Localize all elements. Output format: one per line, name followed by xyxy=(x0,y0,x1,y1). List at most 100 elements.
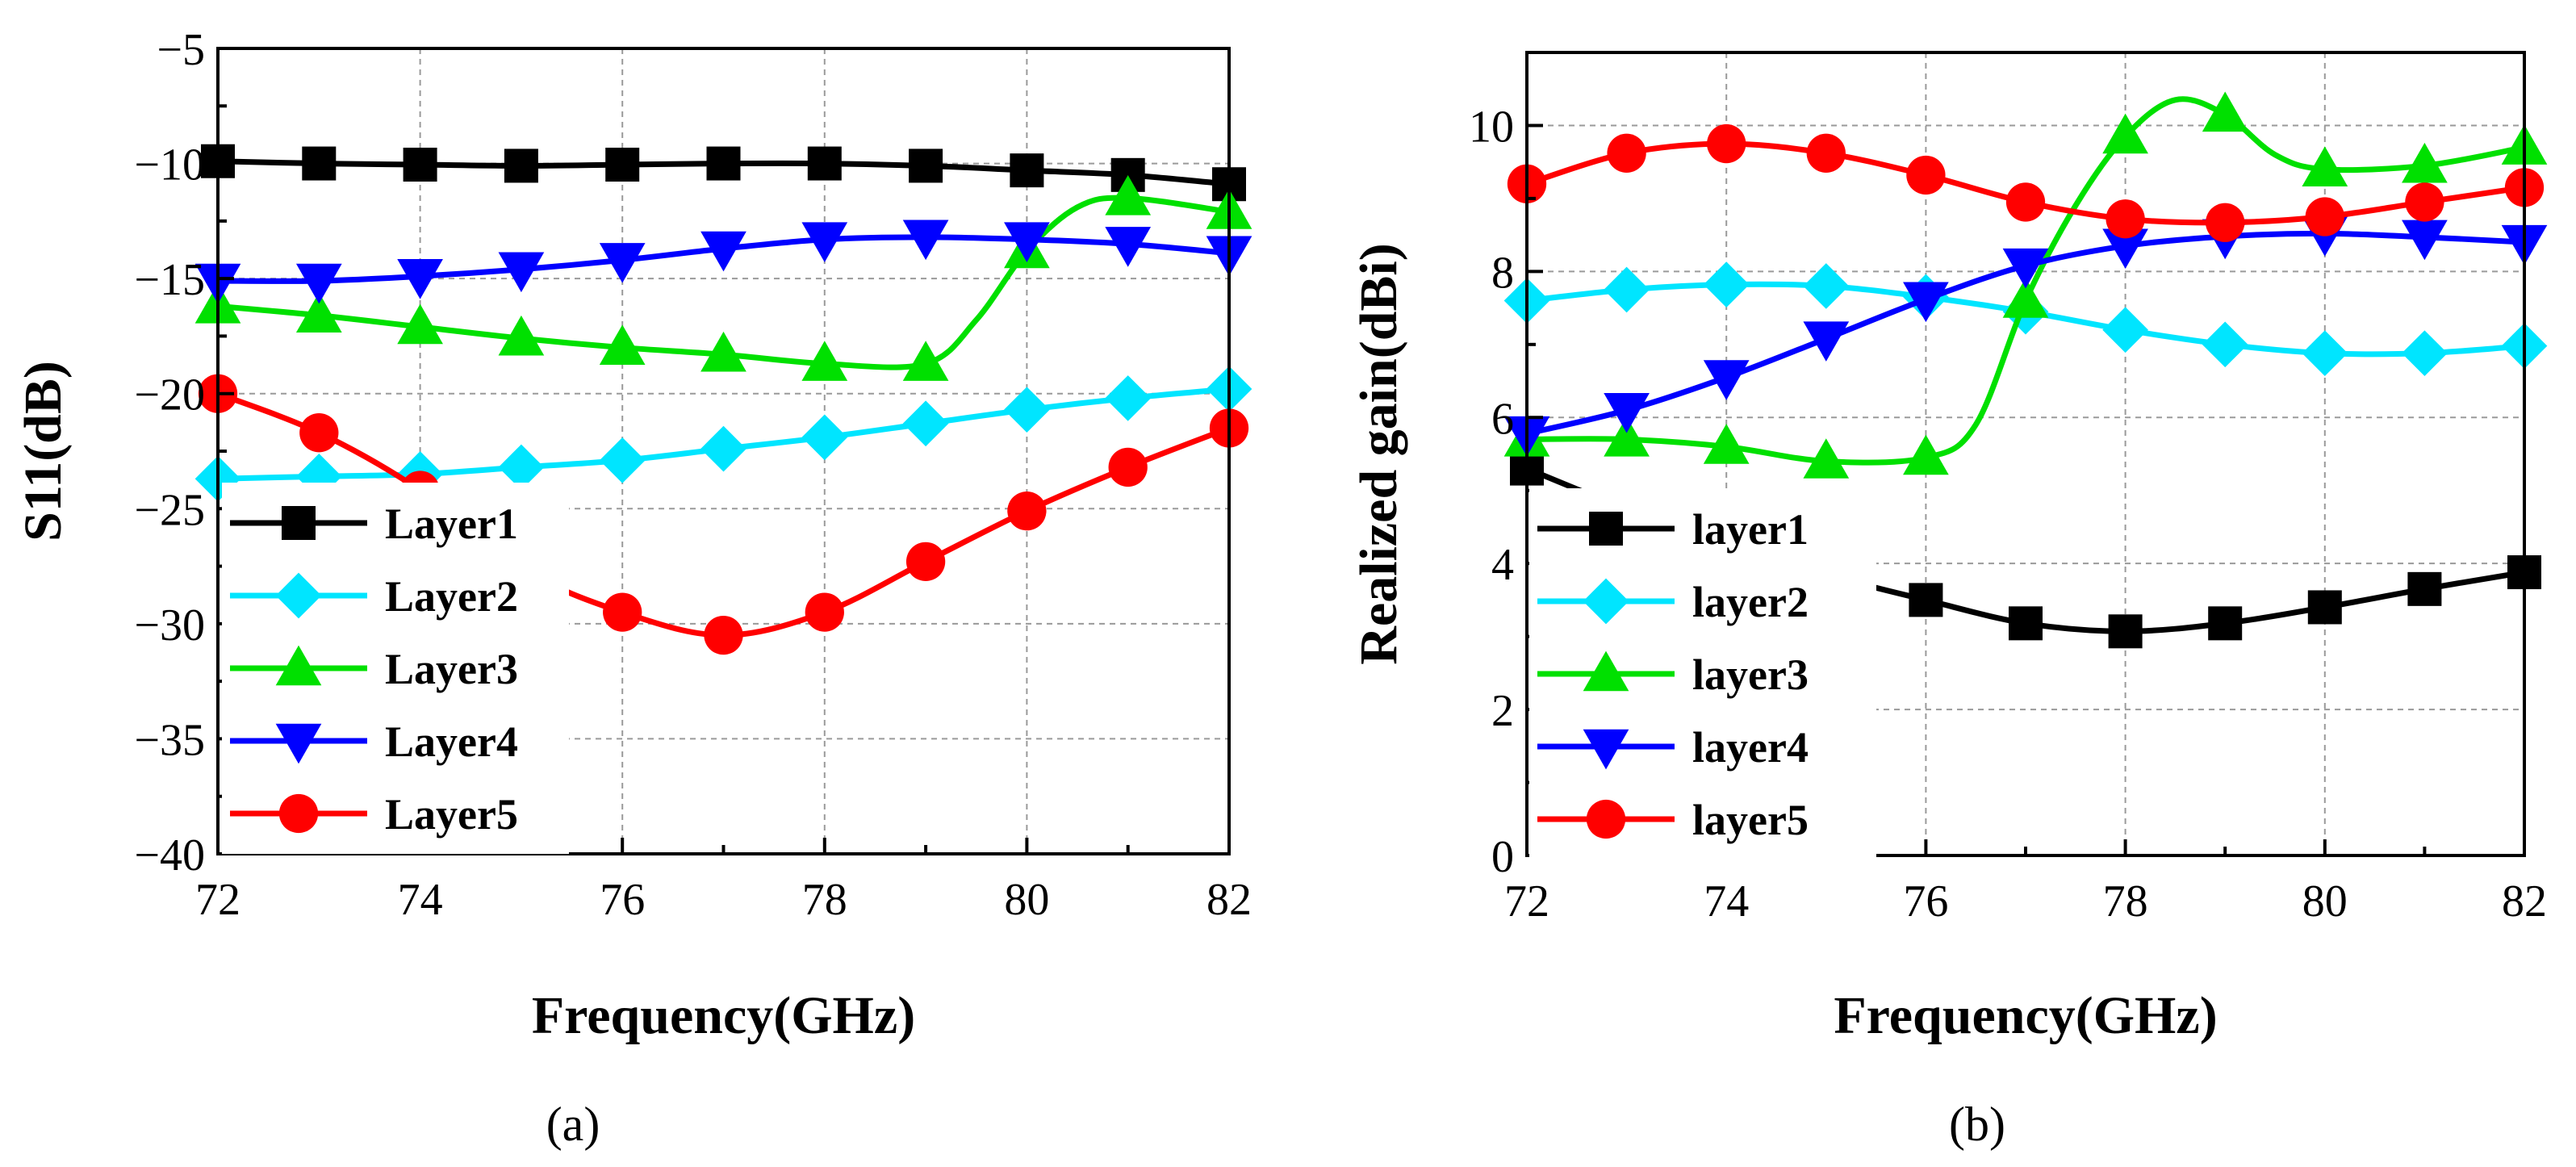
data-point-layer5-79 xyxy=(2206,203,2245,242)
y-tick-label: −20 xyxy=(134,370,205,420)
y-tick-label: 6 xyxy=(1491,394,1514,444)
data-point-layer2-74 xyxy=(1703,261,1750,307)
legend-marker-layer3 xyxy=(275,645,322,686)
x-tick-label: 72 xyxy=(195,875,240,925)
data-point-layer1-78 xyxy=(807,146,842,181)
data-point-layer3-79 xyxy=(902,341,949,381)
data-point-layer4-76 xyxy=(1903,282,1949,323)
data-point-layer4-78 xyxy=(2102,228,2148,270)
panel-b-y-axis-title: Realized gain(dBi) xyxy=(1349,243,1408,665)
panel-a-ticks: 72 74 76 78 80 82 −40 −35 −30 −25 −20 −15 −10 −5 xyxy=(134,25,1252,925)
legend-marker-layer2 xyxy=(275,572,322,619)
data-point-layer2-78 xyxy=(2102,307,2148,353)
data-point-layer1-79 xyxy=(2208,606,2243,641)
data-point-layer1-73 xyxy=(302,146,337,181)
data-point-layer2-76 xyxy=(599,437,646,483)
legend-label-layer4: layer4 xyxy=(1692,723,1809,772)
data-point-layer1-76 xyxy=(605,147,640,182)
data-point-layer3-77 xyxy=(700,331,746,372)
data-point-layer3-75 xyxy=(498,315,545,356)
y-tick-label: −40 xyxy=(134,830,205,880)
data-point-layer3-74 xyxy=(1703,424,1750,464)
data-point-layer5-77 xyxy=(704,615,743,655)
legend-label-layer3: layer3 xyxy=(1692,650,1809,699)
panel-a-legend: Layer1 Layer2 Layer3 Layer4 Layer5 xyxy=(222,483,569,854)
y-tick-label: 2 xyxy=(1491,686,1514,736)
y-tick-label: −35 xyxy=(134,715,205,765)
data-point-layer2-79 xyxy=(2202,321,2248,368)
y-tick-label: 4 xyxy=(1491,540,1514,590)
panel-b-x-axis-title: Frequency(GHz) xyxy=(1834,986,2217,1045)
x-tick-label: 78 xyxy=(2103,876,2148,926)
data-point-layer4-75 xyxy=(1803,321,1850,362)
data-point-layer5-74 xyxy=(1707,123,1746,164)
panel-a-y-axis-title: S11(dB) xyxy=(14,361,73,542)
x-tick-label: 74 xyxy=(1704,876,1749,926)
data-point-layer1-80 xyxy=(1010,153,1044,188)
data-point-layer5-80 xyxy=(1007,491,1047,531)
panel-a-x-axis-title: Frequency(GHz) xyxy=(532,986,915,1045)
x-tick-label: 72 xyxy=(1504,876,1549,926)
data-point-layer4-78 xyxy=(801,222,848,263)
x-tick-label: 82 xyxy=(2502,876,2547,926)
panel-b-caption: (b) xyxy=(1949,1098,2005,1151)
x-tick-label: 80 xyxy=(2302,876,2348,926)
data-point-layer4-77 xyxy=(2002,248,2049,289)
data-point-layer2-81 xyxy=(2402,330,2448,377)
data-point-layer3-75 xyxy=(1803,438,1850,479)
data-point-layer4-76 xyxy=(599,243,646,283)
y-tick-label: 8 xyxy=(1491,248,1514,298)
panel-b-series xyxy=(1503,91,2548,649)
data-point-layer3-80 xyxy=(2302,146,2348,186)
data-point-layer5-78 xyxy=(2106,199,2145,239)
data-point-layer2-80 xyxy=(1004,387,1050,433)
data-point-layer2-79 xyxy=(902,400,949,447)
x-tick-label: 78 xyxy=(802,875,847,925)
data-point-layer1-74 xyxy=(403,147,437,182)
data-point-layer5-78 xyxy=(805,592,844,632)
data-point-layer5-75 xyxy=(1806,133,1846,173)
data-point-layer2-78 xyxy=(801,414,848,461)
data-point-layer4-75 xyxy=(498,252,545,293)
panel-a-s11-chart: 72 74 76 78 80 82 −40 −35 −30 −25 −20 −15 −10 −5 Laye… xyxy=(14,25,1252,1151)
data-point-layer1-78 xyxy=(2108,614,2143,649)
data-point-layer2-77 xyxy=(700,425,746,472)
data-point-layer3-76 xyxy=(1903,434,1949,475)
data-point-layer4-73 xyxy=(295,263,342,304)
data-point-layer4-74 xyxy=(1703,360,1750,400)
legend-label-layer2: layer2 xyxy=(1692,578,1809,626)
data-point-layer5-77 xyxy=(2005,182,2046,222)
data-point-layer1-80 xyxy=(2307,590,2342,625)
panel-b-legend: layer1 layer2 layer3 layer4 layer5 xyxy=(1529,488,1876,860)
data-point-layer1-81 xyxy=(2407,571,2442,606)
data-point-layer4-80 xyxy=(1004,222,1050,263)
legend-label-layer5: Layer5 xyxy=(385,790,518,839)
data-point-layer1-76 xyxy=(1909,583,1943,617)
y-tick-label: −10 xyxy=(134,140,205,190)
data-point-layer4-77 xyxy=(700,231,746,272)
x-tick-label: 76 xyxy=(1903,876,1948,926)
x-tick-label: 80 xyxy=(1004,875,1049,925)
x-tick-label: 82 xyxy=(1206,875,1252,925)
data-point-layer5-80 xyxy=(2305,197,2344,236)
y-tick-label: −25 xyxy=(134,485,205,535)
legend-marker-layer1 xyxy=(1589,512,1623,546)
data-point-layer4-79 xyxy=(902,220,949,261)
data-point-layer1-77 xyxy=(706,146,741,181)
data-point-layer1-75 xyxy=(504,148,538,183)
data-point-layer1-79 xyxy=(909,148,943,183)
data-point-layer3-77 xyxy=(2002,278,2049,318)
data-point-layer3-76 xyxy=(599,324,646,365)
data-point-layer4-81 xyxy=(2402,220,2448,261)
data-point-layer5-73 xyxy=(299,413,339,453)
data-point-layer4-74 xyxy=(397,259,443,299)
data-point-layer5-81 xyxy=(2405,182,2444,222)
data-point-layer5-81 xyxy=(1108,447,1148,487)
data-point-layer5-76 xyxy=(603,592,642,632)
legend-label-layer1: layer1 xyxy=(1692,505,1809,554)
legend-label-layer2: Layer2 xyxy=(385,572,518,621)
legend-label-layer3: Layer3 xyxy=(385,645,518,693)
data-point-layer5-76 xyxy=(1906,155,1946,195)
